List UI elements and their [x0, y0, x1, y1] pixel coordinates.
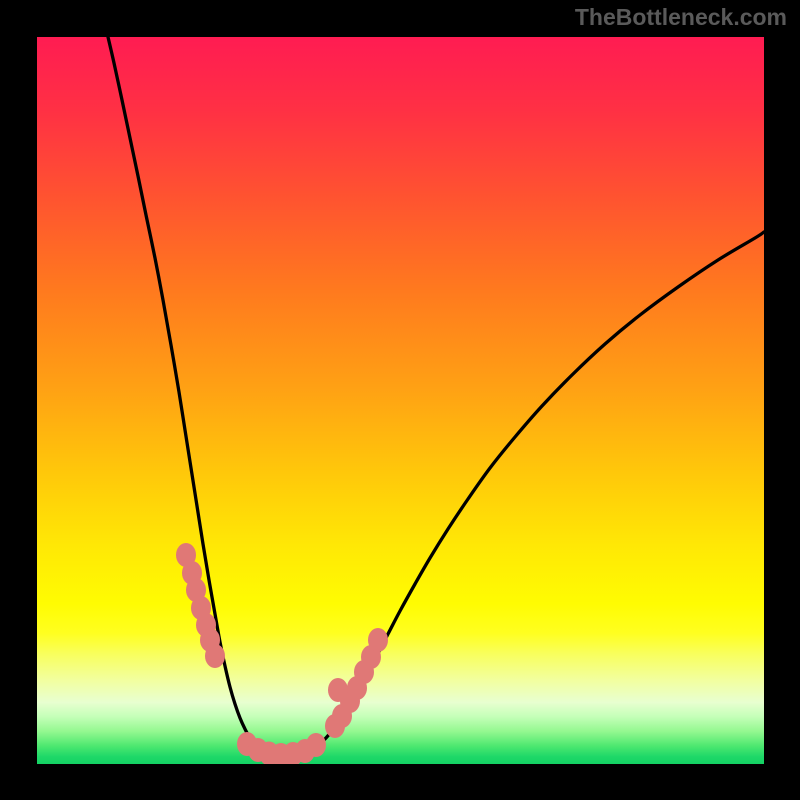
marker-left [205, 644, 225, 668]
marker-outlier [328, 678, 348, 702]
watermark-text: TheBottleneck.com [575, 4, 787, 31]
plot-background [37, 37, 764, 764]
marker-bottom [306, 733, 326, 757]
chart-svg [0, 0, 800, 800]
marker-right [368, 628, 388, 652]
chart-container: TheBottleneck.com [0, 0, 800, 800]
